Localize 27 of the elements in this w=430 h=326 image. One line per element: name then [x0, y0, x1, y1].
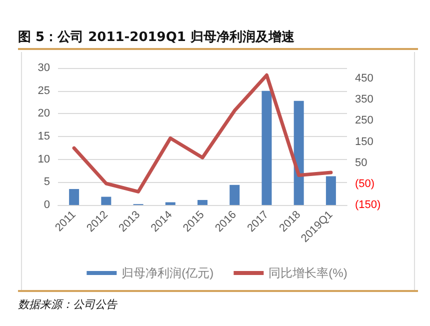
y-tick-label: 5: [44, 176, 50, 188]
bar: [262, 90, 272, 205]
legend-label: 同比增长率(%): [268, 266, 348, 280]
y2-tick-label: 250: [355, 114, 374, 127]
line-series: [72, 73, 333, 194]
bar: [198, 200, 208, 205]
bar: [230, 184, 240, 205]
source-note: 数据来源：公司公告: [18, 297, 117, 312]
y2-tick-label: 50: [355, 156, 368, 169]
bar: [326, 176, 336, 205]
legend-label: 归母净利润(亿元): [122, 266, 214, 280]
y-tick-label: 25: [38, 84, 50, 97]
y-tick-label: 15: [38, 130, 50, 142]
y2-tick-label: (50): [355, 178, 375, 190]
y2-tick-label: 150: [355, 136, 374, 148]
y-tick-label: 30: [38, 62, 50, 74]
y2-tick-label: 350: [355, 94, 374, 106]
bar: [165, 202, 176, 205]
bar: [101, 196, 112, 205]
y2-tick-label: (150): [355, 199, 381, 211]
y-tick-label: 10: [38, 153, 50, 166]
bar: [294, 100, 304, 205]
y-tick-label: 0: [44, 199, 50, 211]
chart-title: 图 5：公司 2011-2019Q1 归母净利润及增速: [18, 28, 294, 46]
y2-tick-label: 450: [355, 72, 374, 85]
bar: [69, 189, 80, 205]
y-tick-label: 20: [38, 108, 50, 120]
